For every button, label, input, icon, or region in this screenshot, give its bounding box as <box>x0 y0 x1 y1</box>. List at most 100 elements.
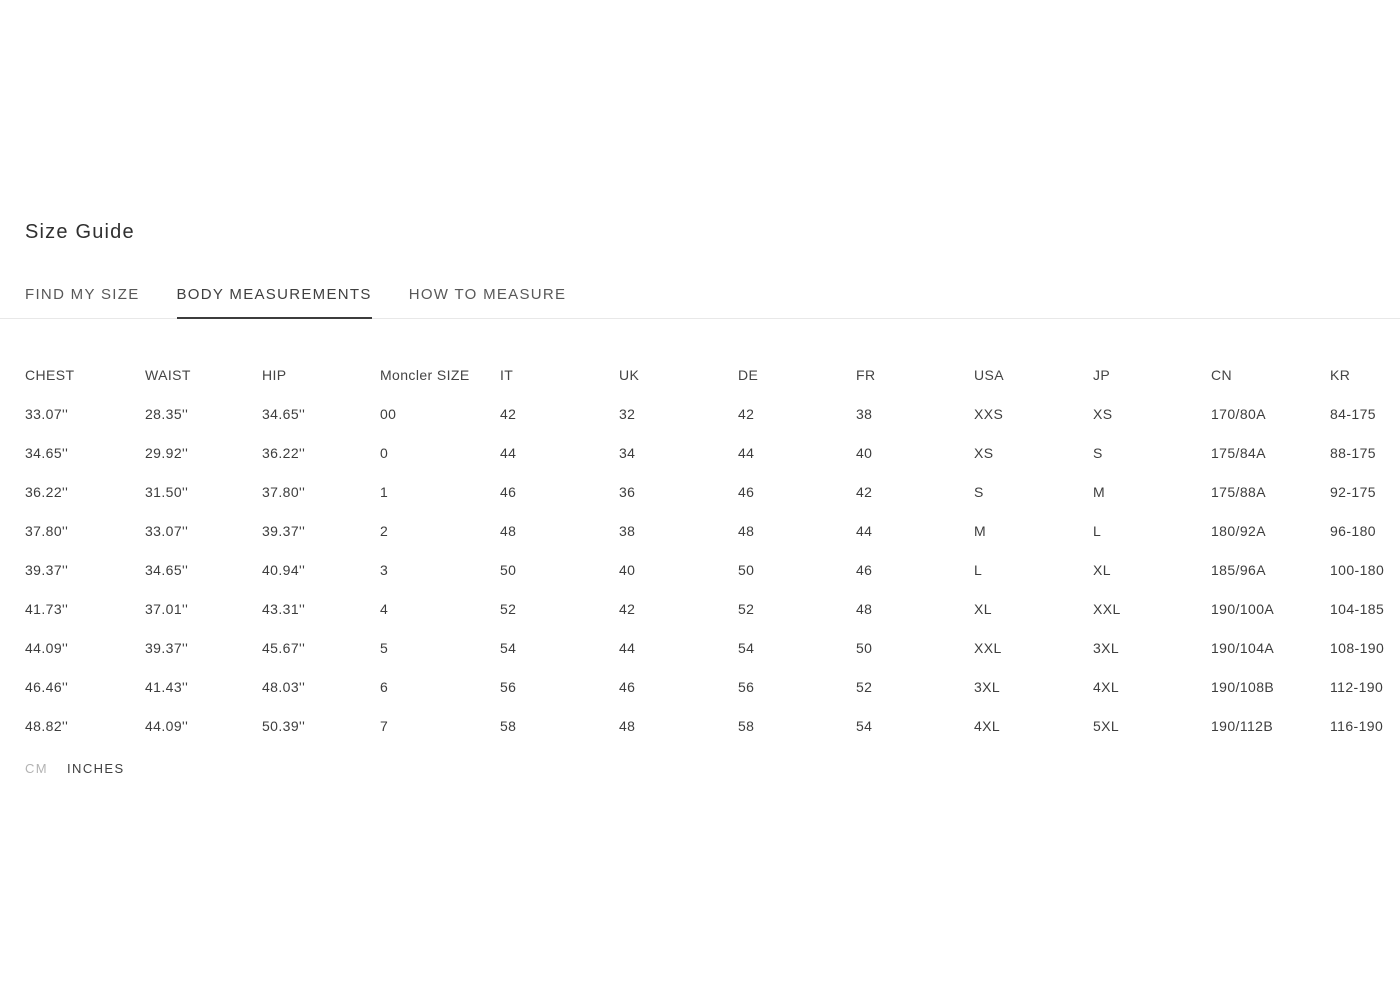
table-row: 37.80'' 33.07'' 39.37'' 2 48 38 48 44 M L 180/92A 9… <box>25 511 1400 550</box>
table-row: 39.37'' 34.65'' 40.94'' 3 50 40 50 46 L XL 185/96A… <box>25 550 1400 589</box>
table-cell: 50 <box>500 561 517 578</box>
table-cell: 42 <box>500 405 517 422</box>
table-cell: 34.65'' <box>145 561 189 578</box>
table-cell: 5 <box>380 639 389 656</box>
table-cell: L <box>1093 522 1102 539</box>
tab-how-to-measure[interactable]: HOW TO MEASURE <box>408 286 567 303</box>
table-cell: 40 <box>856 444 873 461</box>
table-cell: 36.22'' <box>25 483 69 500</box>
unit-cm-button[interactable]: CM <box>25 761 49 776</box>
header-cell: DE <box>738 366 759 383</box>
table-cell: 175/88A <box>1211 483 1266 500</box>
table-cell: 40.94'' <box>262 561 306 578</box>
table-cell: 54 <box>738 639 755 656</box>
table-cell: 38 <box>619 522 636 539</box>
table-cell: 3XL <box>974 678 1001 695</box>
table-cell: XXL <box>1093 600 1121 617</box>
table-cell: 2 <box>380 522 389 539</box>
table-cell: 52 <box>500 600 517 617</box>
table-cell: 46 <box>619 678 636 695</box>
table-cell: 28.35'' <box>145 405 189 422</box>
table-cell: 40 <box>619 561 636 578</box>
table-cell: 48 <box>500 522 517 539</box>
table-cell: 48 <box>738 522 755 539</box>
table-cell: 34.65'' <box>262 405 306 422</box>
table-cell: 44 <box>856 522 873 539</box>
table-cell: 4XL <box>974 717 1001 734</box>
table-cell: 50 <box>856 639 873 656</box>
tab-find-my-size[interactable]: FIND MY SIZE <box>25 286 140 303</box>
table-cell: 39.37'' <box>25 561 69 578</box>
table-cell: 37.80'' <box>25 522 69 539</box>
table-cell: L <box>974 561 983 578</box>
table-cell: 39.37'' <box>262 522 306 539</box>
header-cell: HIP <box>262 366 287 383</box>
table-cell: 190/100A <box>1211 600 1275 617</box>
tabs-bar: FIND MY SIZE BODY MEASUREMENTS HOW TO ME… <box>0 287 1400 319</box>
header-cell: Moncler SIZE <box>380 366 470 383</box>
header-cell: WAIST <box>145 366 191 383</box>
unit-toggle: CM INCHES <box>25 761 1400 777</box>
table-cell: S <box>974 483 984 500</box>
table-header-row: CHEST WAIST HIP Moncler SIZE IT UK DE FR USA JP CN… <box>25 355 1400 394</box>
table-cell: 92-175 <box>1330 483 1376 500</box>
table-cell: M <box>1093 483 1106 500</box>
table-cell: 58 <box>500 717 517 734</box>
table-row: 48.82'' 44.09'' 50.39'' 7 58 48 58 54 4XL 5XL 190/… <box>25 706 1400 745</box>
table-cell: 41.73'' <box>25 600 69 617</box>
table-cell: 0 <box>380 444 389 461</box>
table-cell: 54 <box>856 717 873 734</box>
table-cell: 41.43'' <box>145 678 189 695</box>
table-cell: 96-180 <box>1330 522 1376 539</box>
table-cell: 108-190 <box>1330 639 1385 656</box>
table-cell: 31.50'' <box>145 483 189 500</box>
table-cell: 42 <box>738 405 755 422</box>
table-cell: 36 <box>619 483 636 500</box>
table-cell: 37.80'' <box>262 483 306 500</box>
table-cell: 54 <box>500 639 517 656</box>
table-cell: 44.09'' <box>25 639 69 656</box>
table-cell: 1 <box>380 483 389 500</box>
table-cell: 100-180 <box>1330 561 1385 578</box>
table-cell: 36.22'' <box>262 444 306 461</box>
page-title: Size Guide <box>25 221 135 243</box>
table-cell: XS <box>1093 405 1113 422</box>
table-row: 46.46'' 41.43'' 48.03'' 6 56 46 56 52 3XL 4XL 190/… <box>25 667 1400 706</box>
table-cell: 48.03'' <box>262 678 306 695</box>
table-cell: XXS <box>974 405 1004 422</box>
table-cell: 88-175 <box>1330 444 1376 461</box>
table-cell: 56 <box>500 678 517 695</box>
header-cell: CN <box>1211 366 1233 383</box>
table-cell: 5XL <box>1093 717 1120 734</box>
table-cell: 48.82'' <box>25 717 69 734</box>
unit-inches-button[interactable]: INCHES <box>67 761 125 776</box>
table-cell: 104-185 <box>1330 600 1385 617</box>
header-cell: KR <box>1330 366 1351 383</box>
table-cell: 46 <box>738 483 755 500</box>
table-cell: 34 <box>619 444 636 461</box>
header-cell: CHEST <box>25 366 75 383</box>
header-cell: JP <box>1093 366 1111 383</box>
table-cell: XS <box>974 444 994 461</box>
table-cell: 6 <box>380 678 389 695</box>
table-cell: 46 <box>856 561 873 578</box>
size-table: CHEST WAIST HIP Moncler SIZE IT UK DE FR USA JP CN… <box>0 355 1400 745</box>
header-cell: USA <box>974 366 1004 383</box>
table-cell: 29.92'' <box>145 444 189 461</box>
table-cell: XL <box>974 600 992 617</box>
table-cell: 175/84A <box>1211 444 1266 461</box>
table-cell: 43.31'' <box>262 600 306 617</box>
table-cell: XL <box>1093 561 1111 578</box>
table-cell: 7 <box>380 717 389 734</box>
table-cell: 190/112B <box>1211 717 1274 734</box>
table-cell: 32 <box>619 405 636 422</box>
table-cell: 190/108B <box>1211 678 1275 695</box>
table-cell: 38 <box>856 405 873 422</box>
table-cell: 42 <box>619 600 636 617</box>
table-cell: 33.07'' <box>25 405 69 422</box>
tab-body-measurements[interactable]: BODY MEASUREMENTS <box>176 287 372 319</box>
table-cell: 33.07'' <box>145 522 189 539</box>
table-cell: 50.39'' <box>262 717 306 734</box>
table-cell: 44 <box>619 639 636 656</box>
table-row: 44.09'' 39.37'' 45.67'' 5 54 44 54 50 XXL 3XL 190/… <box>25 628 1400 667</box>
